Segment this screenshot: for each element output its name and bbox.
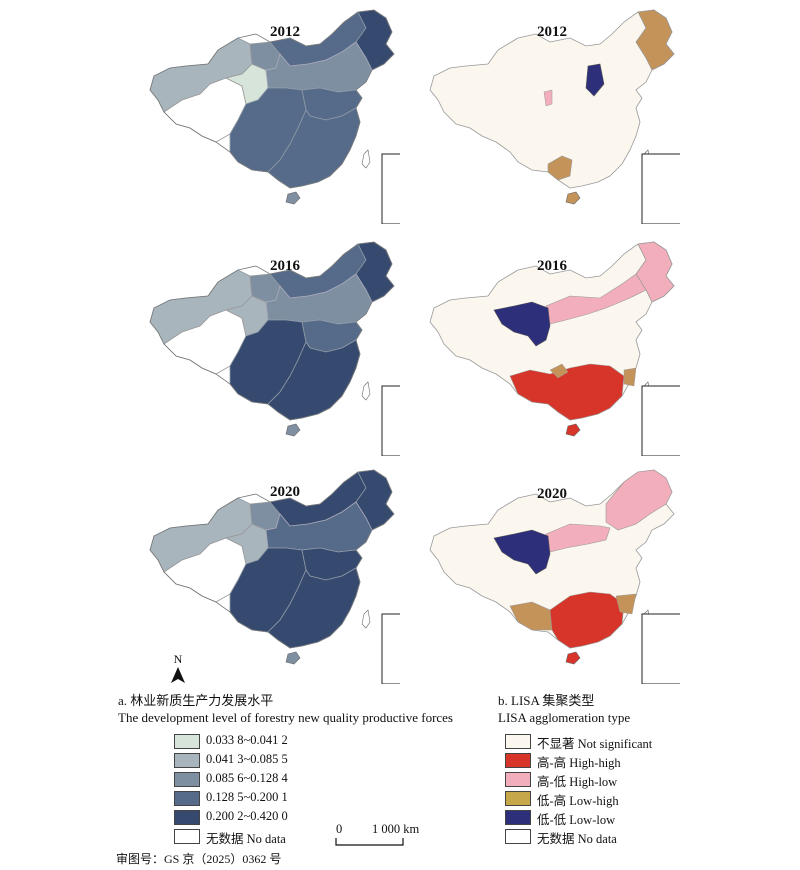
legend-a-title-cn: a. 林业新质生产力发展水平 [118, 693, 274, 708]
arrow-up-icon [171, 667, 185, 683]
map-b-2012: 2012 [410, 4, 680, 224]
north-arrow-icon: N [168, 652, 188, 687]
legend-label: 0.128 5~0.200 1 [206, 790, 288, 804]
map-a-2016: 2016 [130, 236, 400, 456]
legend-swatch [174, 753, 200, 768]
legend-label: 0.033 8~0.041 2 [206, 733, 288, 747]
legend-swatch [174, 791, 200, 806]
map-approval-number: 审图号：GS 京（2025）0362 号 [116, 852, 282, 866]
north-label: N [173, 652, 183, 666]
legend-swatch [505, 791, 531, 806]
map-year-label: 2016 [537, 258, 567, 274]
legend-swatch [174, 734, 200, 749]
legend-b: b. LISA 集聚类型 LISA agglomeration type [498, 692, 630, 726]
legend-swatch [505, 829, 531, 844]
legend-label: 无数据 No data [537, 832, 617, 846]
map-b-2020: 2020 [410, 464, 680, 684]
legend-b-title-en: LISA agglomeration type [498, 710, 631, 725]
map-year-label: 2020 [537, 486, 567, 502]
legend-label: 高-高 High-high [537, 756, 621, 770]
legend-label: 0.041 3~0.085 5 [206, 752, 288, 766]
legend-swatch [505, 734, 531, 749]
scale-bar-end: 1 000 km [372, 822, 420, 836]
legend-swatch [505, 753, 531, 768]
legend-a-title-en: The development level of forestry new qu… [118, 710, 453, 725]
legend-label: 0.200 2~0.420 0 [206, 809, 288, 823]
scale-bar-start: 0 [336, 822, 343, 836]
legend-swatch [174, 829, 200, 844]
legend-swatch [505, 810, 531, 825]
legend-a: a. 林业新质生产力发展水平 The development level of … [118, 692, 453, 726]
map-year-label: 2016 [270, 258, 300, 274]
legend-label: 0.085 6~0.128 4 [206, 771, 288, 785]
legend-swatch [174, 772, 200, 787]
map-a-2012: 2012 [130, 4, 400, 224]
legend-b-title-cn: b. LISA 集聚类型 [498, 693, 595, 708]
map-year-label: 2012 [270, 24, 300, 40]
map-year-label: 2020 [270, 484, 300, 500]
legend-swatch [505, 772, 531, 787]
map-b-2016: 2016 [410, 236, 680, 456]
legend-swatch [174, 810, 200, 825]
legend-label: 高-低 High-low [537, 775, 618, 789]
scale-bar-line [335, 838, 404, 846]
map-a-2020: 2020 [130, 464, 400, 684]
legend-label: 不显著 Not significant [537, 737, 653, 751]
legend-label: 低-高 Low-high [537, 794, 619, 808]
legend-label: 低-低 Low-low [537, 813, 616, 827]
legend-label: 无数据 No data [206, 832, 286, 846]
map-year-label: 2012 [537, 24, 567, 40]
